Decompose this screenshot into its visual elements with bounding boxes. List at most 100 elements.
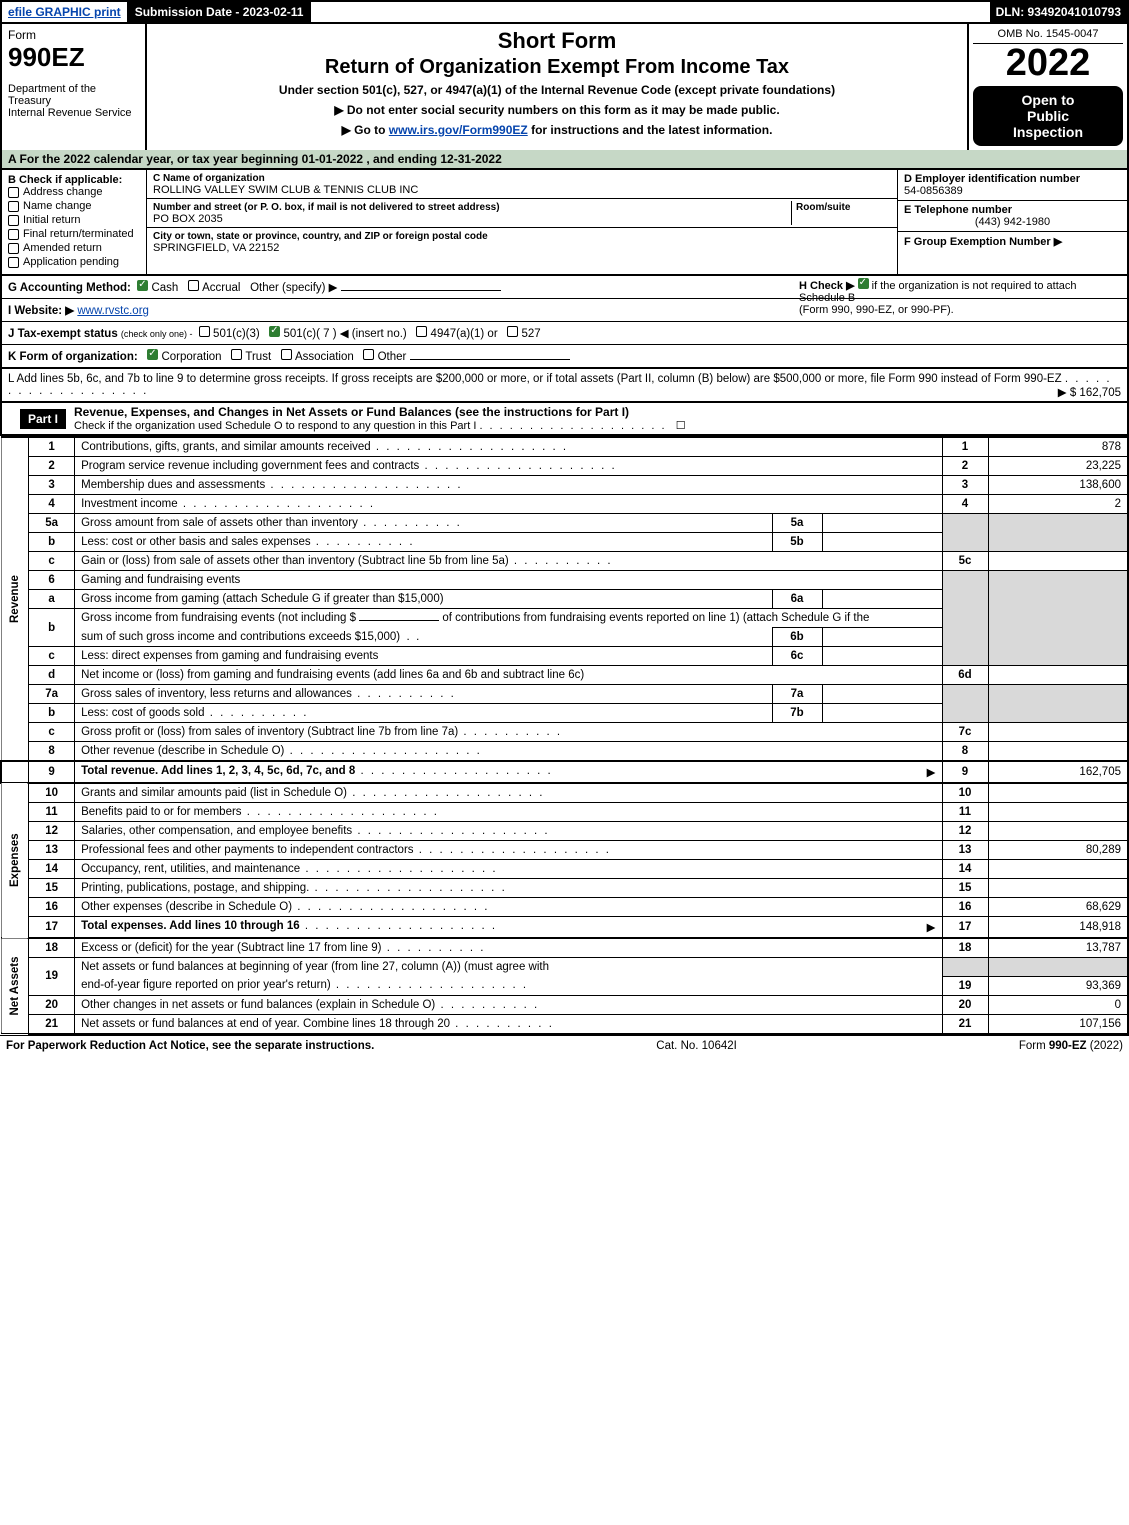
line-18-label: Excess or (deficit) for the year (Subtra… [81, 942, 485, 954]
title-return: Return of Organization Exempt From Incom… [155, 56, 959, 79]
line-6b-label-1: Gross income from fundraising events (no… [81, 612, 356, 624]
dln: DLN: 93492041010793 [990, 2, 1127, 22]
submission-date: Submission Date - 2023-02-11 [129, 2, 312, 22]
check-final-return[interactable]: Final return/terminated [8, 228, 140, 240]
line-1-label: Contributions, gifts, grants, and simila… [81, 441, 568, 453]
check-address-change[interactable]: Address change [8, 186, 140, 198]
check-initial-return[interactable]: Initial return [8, 214, 140, 226]
line-7b-label: Less: cost of goods sold [81, 707, 308, 719]
street-value: PO BOX 2035 [153, 213, 223, 225]
line-21-label: Net assets or fund balances at end of ye… [81, 1018, 554, 1030]
row-i-website: I Website: ▶ www.rvstc.org [0, 299, 1129, 322]
box-b: B Check if applicable: Address change Na… [2, 170, 147, 274]
check-cash[interactable] [137, 280, 148, 291]
check-name-change[interactable]: Name change [8, 200, 140, 212]
header-right: OMB No. 1545-0047 2022 Open to Public In… [967, 24, 1127, 150]
part-1-table: Revenue 1 Contributions, gifts, grants, … [0, 436, 1129, 1035]
subtitle: Under section 501(c), 527, or 4947(a)(1)… [155, 83, 959, 97]
check-other-org[interactable] [363, 349, 374, 360]
part-1-header: Part I Revenue, Expenses, and Changes in… [0, 403, 1129, 436]
line-16-value: 68,629 [988, 898, 1128, 917]
note-ssn: ▶ Do not enter social security numbers o… [155, 103, 959, 117]
check-trust[interactable] [231, 349, 242, 360]
check-accrual[interactable] [188, 280, 199, 291]
line-10-label: Grants and similar amounts paid (list in… [81, 787, 544, 799]
website-link[interactable]: www.rvstc.org [77, 305, 149, 317]
tax-year: 2022 [973, 44, 1123, 82]
telephone-label: E Telephone number [904, 204, 1012, 216]
room-label: Room/suite [796, 202, 850, 213]
footer-form-ref: Form 990-EZ (2022) [1019, 1040, 1123, 1052]
row-j-tax-exempt: J Tax-exempt status (check only one) - 5… [0, 322, 1129, 345]
part-1-title: Revenue, Expenses, and Changes in Net As… [74, 405, 629, 419]
line-20-label: Other changes in net assets or fund bala… [81, 999, 539, 1011]
line-6d-label: Net income or (loss) from gaming and fun… [81, 669, 584, 681]
line-6a-label: Gross income from gaming (attach Schedul… [81, 593, 443, 605]
line-5a-label: Gross amount from sale of assets other t… [81, 517, 462, 529]
title-short-form: Short Form [155, 28, 959, 54]
line-2-label: Program service revenue including govern… [81, 460, 617, 472]
vert-net-assets: Net Assets [1, 938, 29, 1034]
line-16-label: Other expenses (describe in Schedule O) [81, 901, 489, 913]
form-word: Form [8, 28, 139, 42]
line-18-value: 13,787 [988, 938, 1128, 958]
section-a-tax-year: A For the 2022 calendar year, or tax yea… [0, 150, 1129, 170]
group-exemption-label: F Group Exemption Number ▶ [904, 236, 1062, 248]
line-5c-label: Gain or (loss) from sale of assets other… [81, 555, 613, 567]
line-8-label: Other revenue (describe in Schedule O) [81, 745, 482, 757]
line-19-label-2: end-of-year figure reported on prior yea… [81, 979, 528, 991]
line-12-label: Salaries, other compensation, and employ… [81, 825, 549, 837]
efile-link[interactable]: efile GRAPHIC print [2, 2, 129, 22]
footer-paperwork: For Paperwork Reduction Act Notice, see … [6, 1040, 374, 1052]
box-c: C Name of organization ROLLING VALLEY SW… [147, 170, 897, 274]
line-4-label: Investment income [81, 498, 375, 510]
line-14-label: Occupancy, rent, utilities, and maintena… [81, 863, 497, 875]
line-1-value: 878 [988, 437, 1128, 457]
check-application-pending[interactable]: Application pending [8, 256, 140, 268]
entity-info: B Check if applicable: Address change Na… [0, 170, 1129, 276]
line-7c-label: Gross profit or (loss) from sales of inv… [81, 726, 562, 738]
line-5b-label: Less: cost or other basis and sales expe… [81, 536, 414, 548]
irs-link[interactable]: www.irs.gov/Form990EZ [389, 123, 528, 137]
page-footer: For Paperwork Reduction Act Notice, see … [0, 1035, 1129, 1056]
check-corporation[interactable] [147, 349, 158, 360]
check-501c3[interactable] [199, 326, 210, 337]
row-g-accounting: G Accounting Method: Cash Accrual Other … [0, 276, 1129, 299]
check-amended-return[interactable]: Amended return [8, 242, 140, 254]
gross-receipts-amount: ▶ $ 162,705 [1058, 385, 1121, 399]
telephone-value: (443) 942-1980 [904, 216, 1121, 228]
part-1-schedule-o-check[interactable]: ☐ [676, 420, 686, 432]
box-b-title: B Check if applicable: [8, 174, 140, 186]
line-17-label: Total expenses. Add lines 10 through 16 [81, 920, 300, 932]
header-left: Form 990EZ Department of the Treasury In… [2, 24, 147, 150]
line-20-value: 0 [988, 995, 1128, 1014]
line-19-value: 93,369 [988, 976, 1128, 995]
check-schedule-b-not-required[interactable] [858, 278, 869, 289]
line-13-label: Professional fees and other payments to … [81, 844, 611, 856]
check-association[interactable] [281, 349, 292, 360]
header-center: Short Form Return of Organization Exempt… [147, 24, 967, 150]
line-6b-label-3: sum of such gross income and contributio… [81, 631, 400, 643]
line-3-label: Membership dues and assessments [81, 479, 463, 491]
check-501c[interactable] [269, 326, 280, 337]
line-17-value: 148,918 [988, 917, 1128, 939]
part-1-label: Part I [20, 409, 66, 429]
check-4947a1[interactable] [416, 326, 427, 337]
form-number: 990EZ [8, 42, 139, 73]
line-9-value: 162,705 [988, 761, 1128, 783]
line-6b-label-2: of contributions from fundraising events… [442, 612, 869, 624]
open-to-public: Open to Public Inspection [973, 86, 1123, 146]
line-3-value: 138,600 [988, 476, 1128, 495]
street-label: Number and street (or P. O. box, if mail… [153, 202, 500, 213]
city-label: City or town, state or province, country… [153, 231, 488, 242]
ein-label: D Employer identification number [904, 173, 1080, 185]
footer-catalog: Cat. No. 10642I [656, 1040, 737, 1052]
line-7a-label: Gross sales of inventory, less returns a… [81, 688, 456, 700]
ein-value: 54-0856389 [904, 185, 963, 197]
line-21-value: 107,156 [988, 1014, 1128, 1034]
org-name-label: C Name of organization [153, 173, 265, 184]
line-6-label: Gaming and fundraising events [81, 574, 240, 586]
check-527[interactable] [507, 326, 518, 337]
top-bar: efile GRAPHIC print Submission Date - 20… [0, 0, 1129, 24]
line-6c-label: Less: direct expenses from gaming and fu… [81, 650, 378, 662]
